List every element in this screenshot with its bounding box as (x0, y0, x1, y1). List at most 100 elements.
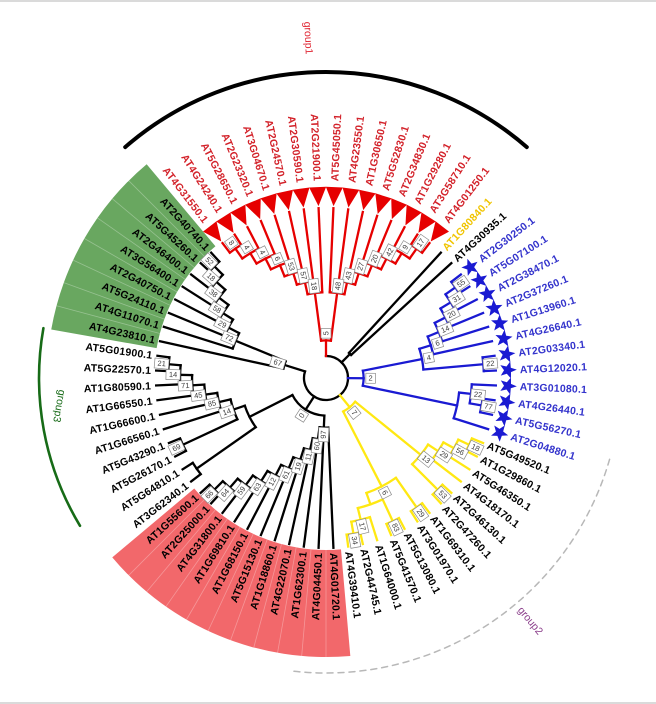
bootstrap-value: 31 (451, 293, 463, 305)
star-marker (470, 271, 488, 289)
bootstrap-box (480, 400, 497, 414)
star-marker-wrap (491, 314, 509, 331)
sector-divider-line (56, 305, 160, 334)
sector-divider-line (301, 549, 312, 656)
bootstrap-node: 29 (411, 503, 430, 523)
bootstrap-node: 22 (482, 357, 499, 370)
bootstrap-node: 13 (416, 450, 436, 469)
triangle-marker (405, 204, 422, 226)
branch-line (345, 533, 350, 548)
bootstrap-box (470, 388, 487, 401)
bootstrap-box (422, 351, 435, 364)
branch-line (431, 339, 494, 356)
branch-line (478, 410, 494, 417)
triangle-marker (418, 212, 436, 233)
bootstrap-value: 5 (321, 331, 330, 335)
branch-line (317, 206, 324, 294)
branch-line (189, 472, 203, 484)
branch-line (337, 208, 350, 283)
branch-arc (243, 404, 258, 429)
triangle-marker (245, 198, 261, 220)
bootstrap-box (165, 369, 181, 381)
branch-line (368, 515, 379, 542)
bootstrap-value: 29 (415, 507, 427, 519)
bootstrap-box (201, 268, 221, 287)
triangle-marker (391, 198, 407, 220)
branch-line (194, 425, 258, 471)
leaf-label: AT1G80590.1 (84, 380, 152, 395)
triangle-marker-wrap (292, 187, 310, 208)
branch-line (287, 210, 304, 273)
star-marker (461, 258, 478, 276)
branch-line (397, 516, 407, 531)
star-marker-wrap (500, 377, 517, 395)
branch-line (181, 285, 215, 308)
branch-line (298, 446, 306, 462)
bootstrap-node: 7 (346, 405, 362, 421)
leaf-label: AT2G30590.1 (285, 115, 306, 183)
branch-line (426, 330, 441, 339)
bootstrap-node: 27 (353, 257, 369, 276)
bootstrap-node: 31 (447, 290, 466, 308)
branch-line (158, 403, 209, 417)
sector-divider-line (112, 198, 195, 268)
branch-line (343, 281, 349, 296)
bootstrap-value: 58 (211, 303, 223, 315)
bootstrap-value: 45 (194, 390, 203, 400)
branch-line (420, 501, 432, 515)
bootstrap-value: 83 (390, 522, 402, 533)
branch-line (313, 291, 323, 342)
branch-line (308, 436, 315, 452)
branch-line (156, 394, 195, 402)
bootstrap-value: 55 (455, 277, 467, 289)
branch-line (199, 483, 212, 495)
leaf-label: AT4G01720.1 (327, 553, 342, 621)
star-marker-wrap (491, 425, 509, 442)
bootstrap-box (310, 438, 324, 455)
bootstrap-node: 17 (411, 233, 430, 253)
bootstrap-box (239, 240, 254, 255)
triangle-marker (375, 193, 392, 214)
branch-arc (312, 393, 342, 402)
branch-line (167, 436, 182, 445)
bootstrap-box (167, 439, 186, 456)
bootstrap-value: 27 (355, 261, 366, 272)
branch-line (408, 246, 419, 261)
star-marker (485, 299, 503, 317)
bootstrap-value: 85 (207, 398, 217, 409)
branch-line (181, 417, 239, 447)
bootstrap-box (177, 379, 194, 392)
branch-line (228, 477, 240, 490)
bootstrap-node: 8 (224, 235, 239, 251)
branch-line (167, 362, 182, 367)
triangle-marker (230, 204, 247, 226)
branch-arc (324, 354, 344, 365)
branch-line (273, 469, 299, 542)
bootstrap-value: 20 (369, 253, 380, 264)
branch-line (248, 251, 259, 266)
group1-label: group1 (301, 21, 315, 55)
bootstrap-node: 18 (307, 277, 321, 295)
bootstrap-box (355, 518, 370, 536)
triangle-marker-wrap (405, 204, 422, 226)
bootstrap-value: 22 (473, 390, 482, 400)
bootstrap-value: 6 (380, 489, 390, 497)
triangle-marker (216, 212, 234, 233)
bootstrap-value: 14 (169, 370, 178, 379)
sector-divider-line (72, 259, 171, 306)
branch-line (304, 394, 316, 412)
branch-line (433, 315, 447, 325)
bootstrap-value: 34 (350, 536, 360, 546)
branch-line (384, 522, 393, 537)
branch-line (158, 339, 285, 370)
bootstrap-node: 45 (190, 389, 207, 402)
branch-line (409, 509, 419, 523)
leaf-label: AT4G04450.1 (310, 553, 325, 621)
branch-line (220, 492, 239, 515)
bootstrap-node: 18 (201, 268, 221, 287)
leaf-label: AT3G01080.1 (520, 381, 588, 396)
branch-line (217, 296, 231, 307)
branch-line (273, 214, 291, 264)
bootstrap-node: 56 (450, 443, 470, 460)
bootstrap-node: 85 (203, 396, 221, 411)
